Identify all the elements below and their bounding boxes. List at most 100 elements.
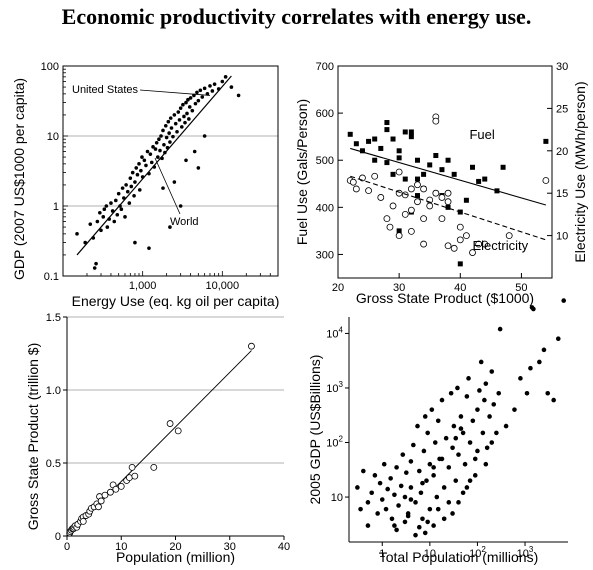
data-point xyxy=(168,225,172,229)
data-point xyxy=(375,511,380,516)
data-point xyxy=(439,397,445,403)
y2-tick-label: 15 xyxy=(556,188,568,200)
data-point xyxy=(472,456,478,462)
data-point xyxy=(229,85,234,89)
data-point xyxy=(144,163,148,168)
data-point xyxy=(117,482,125,490)
data-point xyxy=(413,500,418,505)
fuel-point xyxy=(427,162,433,168)
electricity-point xyxy=(365,187,372,195)
data-point xyxy=(115,212,120,217)
fuel-point xyxy=(445,157,451,163)
fuel-point xyxy=(408,134,414,140)
data-point xyxy=(429,407,435,412)
data-point xyxy=(402,494,408,500)
data-point xyxy=(394,465,399,470)
y-tick-label: 0 xyxy=(55,531,61,543)
fuel-point xyxy=(500,164,506,170)
data-point xyxy=(427,506,433,512)
data-point xyxy=(421,448,427,454)
y-tick-label: 500 xyxy=(316,155,334,167)
data-point xyxy=(164,135,169,140)
electricity-point xyxy=(414,181,421,189)
data-point xyxy=(172,113,177,117)
y-axis-label: Fuel Use (Gals/Person) xyxy=(294,99,310,245)
data-point xyxy=(496,390,502,396)
fuel-point xyxy=(359,148,365,154)
x-tick-label: 50 xyxy=(515,282,527,294)
data-point xyxy=(480,430,486,436)
fuel-point xyxy=(347,131,353,137)
data-point xyxy=(137,188,142,192)
x-tick-label: 40 xyxy=(278,541,290,553)
data-point xyxy=(187,105,192,109)
data-point xyxy=(434,494,440,500)
electricity-point xyxy=(420,240,428,248)
fuel-point xyxy=(457,261,463,267)
data-point xyxy=(427,461,433,467)
data-point xyxy=(411,442,416,448)
electricity-point xyxy=(407,206,415,214)
data-point xyxy=(97,497,105,505)
data-point xyxy=(464,485,470,490)
data-point xyxy=(134,166,139,170)
data-point xyxy=(431,523,436,528)
data-point xyxy=(369,490,375,496)
series-label-electricity: Electricity xyxy=(473,238,529,253)
data-point xyxy=(358,506,363,512)
electricity-point xyxy=(444,242,452,250)
data-point xyxy=(192,149,197,154)
data-point xyxy=(185,111,189,116)
fuel-point xyxy=(396,228,402,234)
data-point xyxy=(402,519,408,525)
data-point xyxy=(112,219,117,224)
data-point xyxy=(435,418,441,424)
plot-frame xyxy=(337,65,553,279)
data-point xyxy=(223,75,228,79)
data-point xyxy=(120,186,125,190)
fuel-point xyxy=(384,160,390,166)
x-axis-label: Population (million) xyxy=(116,549,235,565)
data-point xyxy=(467,440,473,445)
data-point xyxy=(212,82,217,86)
data-point xyxy=(472,473,478,478)
electricity-point xyxy=(352,185,360,193)
fuel-fit-line xyxy=(350,147,547,206)
data-point xyxy=(392,492,397,498)
data-point xyxy=(99,228,103,233)
data-point xyxy=(135,172,140,177)
electricity-point xyxy=(456,223,464,231)
data-point xyxy=(92,266,97,270)
y-tick-label: 0.1 xyxy=(44,271,59,283)
electricity-point xyxy=(469,249,476,256)
electricity-point xyxy=(407,185,415,193)
data-point xyxy=(448,390,454,396)
data-point xyxy=(404,470,409,475)
data-point xyxy=(489,369,495,374)
y-axis-label: 2005 GDP (US$Billions) xyxy=(307,355,323,505)
data-point xyxy=(178,204,183,208)
data-point xyxy=(176,110,181,114)
data-point xyxy=(475,448,480,454)
data-point xyxy=(98,210,102,215)
data-point xyxy=(494,430,499,436)
data-point xyxy=(202,86,207,91)
fuel-point xyxy=(384,127,390,133)
data-point xyxy=(220,79,225,84)
data-point xyxy=(196,166,201,170)
fuel-point xyxy=(433,153,439,159)
data-point xyxy=(424,478,429,483)
data-point xyxy=(497,326,503,332)
data-point xyxy=(180,125,184,129)
data-point xyxy=(408,497,414,502)
data-point xyxy=(453,435,459,441)
x-axis-label: Energy Use (eq. kg oil per capita) xyxy=(72,293,280,309)
data-point xyxy=(408,459,414,464)
data-point xyxy=(127,201,132,205)
data-point xyxy=(483,381,489,386)
data-point xyxy=(365,523,371,528)
annotation-world: World xyxy=(170,216,199,228)
data-point xyxy=(541,347,547,353)
data-point xyxy=(184,158,188,163)
data-point xyxy=(95,219,100,224)
